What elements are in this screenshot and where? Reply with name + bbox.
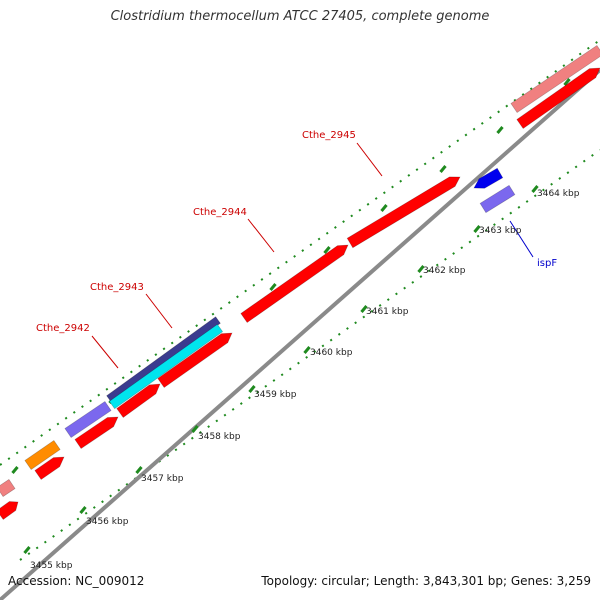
gene-arrow [510,44,600,114]
major-tick [380,204,388,212]
scale-label: 3461 kbp [366,307,409,317]
gene-label: Cthe_2945 [302,130,356,141]
inner-dotted-guide [19,149,600,561]
major-tick [79,506,87,514]
gene-arrow [346,176,461,249]
major-tick [360,305,368,313]
callout-leader-line [247,218,275,253]
gene-arrow [0,478,16,498]
major-tick [23,546,31,554]
major-tick [417,265,425,273]
major-tick [269,283,277,291]
gene-label: Cthe_2943 [90,282,144,293]
major-tick [323,246,331,254]
major-tick [531,185,539,193]
gene-arrow [34,456,65,481]
scale-label: 3458 kbp [198,432,241,442]
callout-leader-line [509,220,534,258]
outer-dotted-guide [0,39,600,466]
scale-label: 3462 kbp [423,266,466,276]
major-tick [563,78,571,86]
major-tick [303,346,311,354]
accession-text: Accession: NC_009012 [8,574,145,588]
scale-label: 3463 kbp [479,226,522,236]
major-tick [473,225,481,233]
map-title: Clostridium thermocellum ATCC 27405, com… [110,9,490,24]
scale-label: 3460 kbp [310,348,353,358]
callout-leader-line [91,335,119,369]
major-tick [11,466,19,474]
major-tick [496,126,504,134]
gene-arrow [473,167,504,189]
gene-arrow [108,323,224,410]
major-tick [439,165,447,173]
gene-arrow [157,332,233,388]
gene-arrow [116,383,161,418]
gene-arrow [240,244,349,323]
scale-label: 3455 kbp [30,561,73,571]
callout-leader-line [356,142,383,177]
gene-arrow [0,501,19,520]
scale-label: 3464 kbp [537,189,580,199]
scale-label: 3456 kbp [86,517,129,527]
gene-arrow [24,439,61,471]
gene-arrow [64,400,112,439]
gene-arrow [479,184,516,214]
gene-label: Cthe_2942 [36,323,90,334]
major-tick [191,425,199,433]
gene-label: ispF [537,258,557,269]
gene-arrow [74,416,119,450]
genome-backbone [0,68,600,600]
major-tick [135,466,143,474]
scale-label: 3459 kbp [254,390,297,400]
major-tick [248,385,256,393]
scale-label: 3457 kbp [141,474,184,484]
genome-summary-text: Topology: circular; Length: 3,843,301 bp… [261,574,591,588]
gene-arrow [516,67,600,129]
callout-leader-line [145,293,173,329]
gene-label: Cthe_2944 [193,207,247,218]
